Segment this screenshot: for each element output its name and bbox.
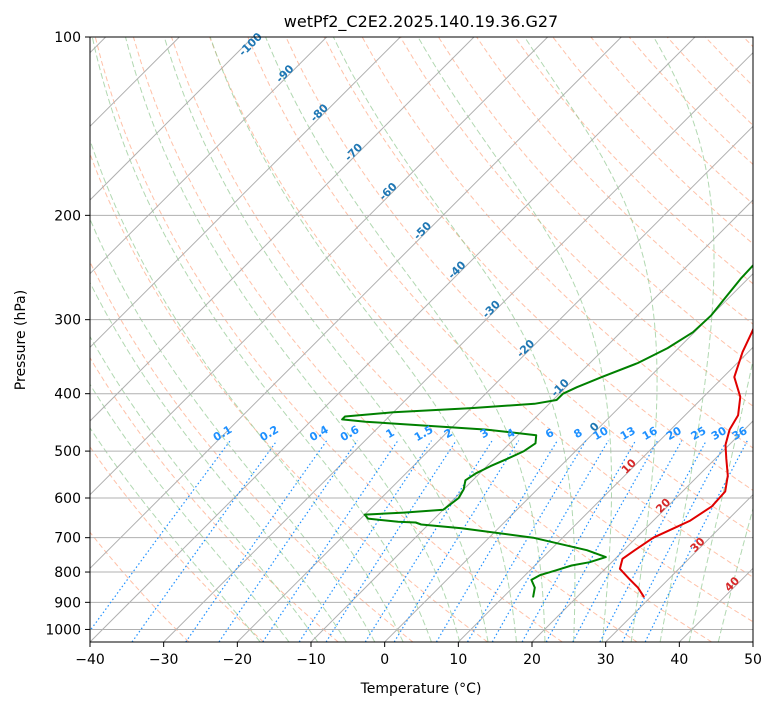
dry-adiabat <box>323 37 753 491</box>
y-tick-label: 700 <box>54 531 81 547</box>
moist-adiabat <box>209 37 517 642</box>
mixing-ratio-line <box>521 440 637 642</box>
isotherm-line <box>90 37 401 349</box>
moist-adiabat <box>90 335 319 642</box>
profile-lines <box>341 263 753 598</box>
dry-adiabat <box>94 37 563 642</box>
moist-adiabat <box>90 281 347 642</box>
y-tick-label: 600 <box>54 491 81 507</box>
dry-adiabat <box>90 152 488 642</box>
moist-adiabat <box>90 383 290 642</box>
dry-adiabat <box>247 37 753 578</box>
x-tick-label: 20 <box>523 652 541 668</box>
y-tick-label: 500 <box>54 444 81 460</box>
dry-adiabat <box>399 37 753 407</box>
mixing-ratio-line <box>545 440 659 642</box>
x-tick-label: −30 <box>149 652 179 668</box>
x-tick-label: 0 <box>380 652 389 668</box>
dewpoint-profile <box>341 263 753 598</box>
isotherm-line <box>384 272 753 642</box>
mixing-ratio-line <box>131 440 278 642</box>
mixing-ratio-line <box>435 440 558 642</box>
moist-adiabat <box>90 217 376 642</box>
isotherm-line <box>90 37 696 642</box>
background-lines <box>90 37 753 642</box>
mixing-ratio-line <box>393 440 520 642</box>
isotherm-line <box>752 641 753 642</box>
dry-adiabat <box>90 446 264 642</box>
isotherm-line <box>163 51 753 642</box>
dry-adiabat <box>209 37 753 623</box>
dry-adiabat <box>361 37 753 449</box>
x-tick-label: 40 <box>670 652 688 668</box>
dry-adiabat <box>90 531 190 642</box>
temperature-profile <box>618 327 753 598</box>
isotherm-line <box>310 199 753 642</box>
isotherm-line <box>531 420 753 642</box>
isotherm-line <box>90 37 328 275</box>
moist-adiabat <box>91 37 432 642</box>
moist-adiabat <box>90 427 261 642</box>
moist-adiabat <box>524 37 658 642</box>
mixing-ratio-line <box>262 440 399 642</box>
y-tick-label: 100 <box>54 30 81 46</box>
plot-frame <box>89 36 754 643</box>
y-axis-title: Pressure (hPa) <box>13 290 29 390</box>
moist-adiabat <box>688 358 753 642</box>
dry-adiabat <box>285 37 753 535</box>
dry-adiabat <box>132 37 638 642</box>
isotherm-line <box>90 37 475 422</box>
isotherm-line <box>605 493 753 642</box>
y-tick-label: 300 <box>54 313 81 329</box>
x-tick-label: −40 <box>75 652 105 668</box>
moist-adiabat <box>332 37 576 642</box>
x-tick-label: 50 <box>744 652 762 668</box>
chart-title: wetPf2_C2E2.2025.140.19.36.G27 <box>284 12 558 32</box>
moist-adiabat <box>417 37 612 642</box>
dry-adiabat <box>171 37 712 642</box>
mixing-ratio-line <box>572 440 683 642</box>
mixing-ratio-line <box>90 440 231 632</box>
mixing-ratio-line <box>364 440 493 642</box>
dry-adiabat <box>514 37 753 285</box>
mixing-ratio-line <box>466 440 587 642</box>
x-tick-label: 10 <box>449 652 467 668</box>
moist-adiabat <box>265 37 546 642</box>
isotherm-line <box>90 37 549 496</box>
moist-adiabat <box>653 37 715 642</box>
isotherm-line <box>457 346 753 642</box>
dry-adiabat <box>437 37 753 366</box>
isotherm-line <box>236 125 753 642</box>
y-tick-label: 1000 <box>45 622 81 638</box>
dry-adiabat <box>90 356 339 642</box>
moist-adiabat <box>125 37 461 642</box>
x-tick-label: 30 <box>597 652 615 668</box>
x-tick-label: −10 <box>296 652 326 668</box>
x-tick-label: −20 <box>223 652 253 668</box>
mixing-ratio-line <box>185 440 328 642</box>
isotherm-line <box>90 37 254 201</box>
mixing-ratio-line <box>325 440 457 642</box>
y-tick-label: 200 <box>54 208 81 224</box>
isotherm-line <box>90 37 622 570</box>
plot-area <box>90 37 753 642</box>
moist-adiabat <box>90 138 404 642</box>
mixing-ratio-line <box>491 440 609 642</box>
axes: −40 −30 −20 −10 0 10 20 30 40 50 100 200 300 400 500 60… <box>45 30 762 668</box>
y-tick-label: 900 <box>54 595 81 611</box>
mixing-ratio-line <box>298 440 432 642</box>
x-axis-title: Temperature (°C) <box>360 681 482 697</box>
y-tick-label: 400 <box>54 387 81 403</box>
y-tick-label: 800 <box>54 565 81 581</box>
moist-adiabat <box>163 37 489 642</box>
mixing-ratio-line <box>644 440 748 642</box>
